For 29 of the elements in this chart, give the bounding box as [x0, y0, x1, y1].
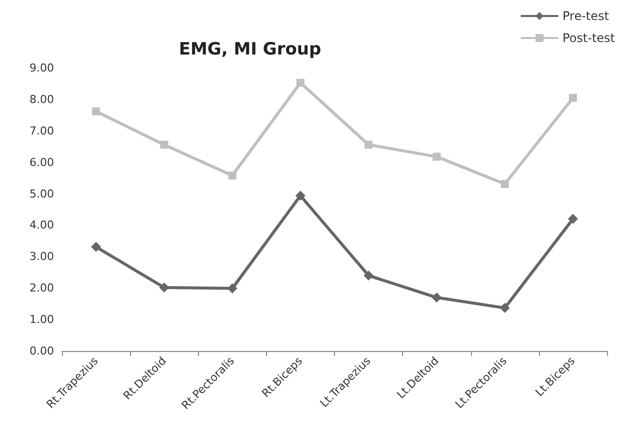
point — [432, 152, 441, 161]
point — [296, 78, 304, 87]
y-tick-label: 4.00 — [30, 218, 54, 232]
y-tick-label: 0.00 — [30, 344, 54, 358]
point — [295, 190, 306, 201]
point — [568, 214, 578, 224]
point — [568, 94, 577, 102]
point — [432, 292, 442, 303]
legend-label: Post-test — [562, 31, 616, 45]
y-tick-label: 7.00 — [30, 124, 54, 138]
y-tick-label: 5.00 — [30, 187, 54, 200]
y-tick-label: 6.00 — [30, 156, 54, 169]
legend-label: Pre-test — [562, 9, 610, 23]
y-tick-label: 9.00 — [30, 62, 54, 74]
point — [227, 283, 238, 294]
point — [228, 172, 236, 180]
point — [160, 140, 168, 149]
point — [500, 180, 509, 188]
y-tick-label: 3.00 — [30, 250, 54, 264]
point — [159, 282, 170, 292]
y-tick-label: 2.00 — [30, 282, 54, 295]
point — [500, 302, 510, 313]
point — [92, 107, 100, 116]
chart-title: EMG, MI Group — [178, 40, 322, 60]
point — [91, 242, 102, 252]
point — [364, 270, 374, 281]
y-tick-label: 1.00 — [30, 313, 54, 326]
y-tick-label: 8.00 — [30, 92, 54, 106]
point — [364, 140, 373, 149]
